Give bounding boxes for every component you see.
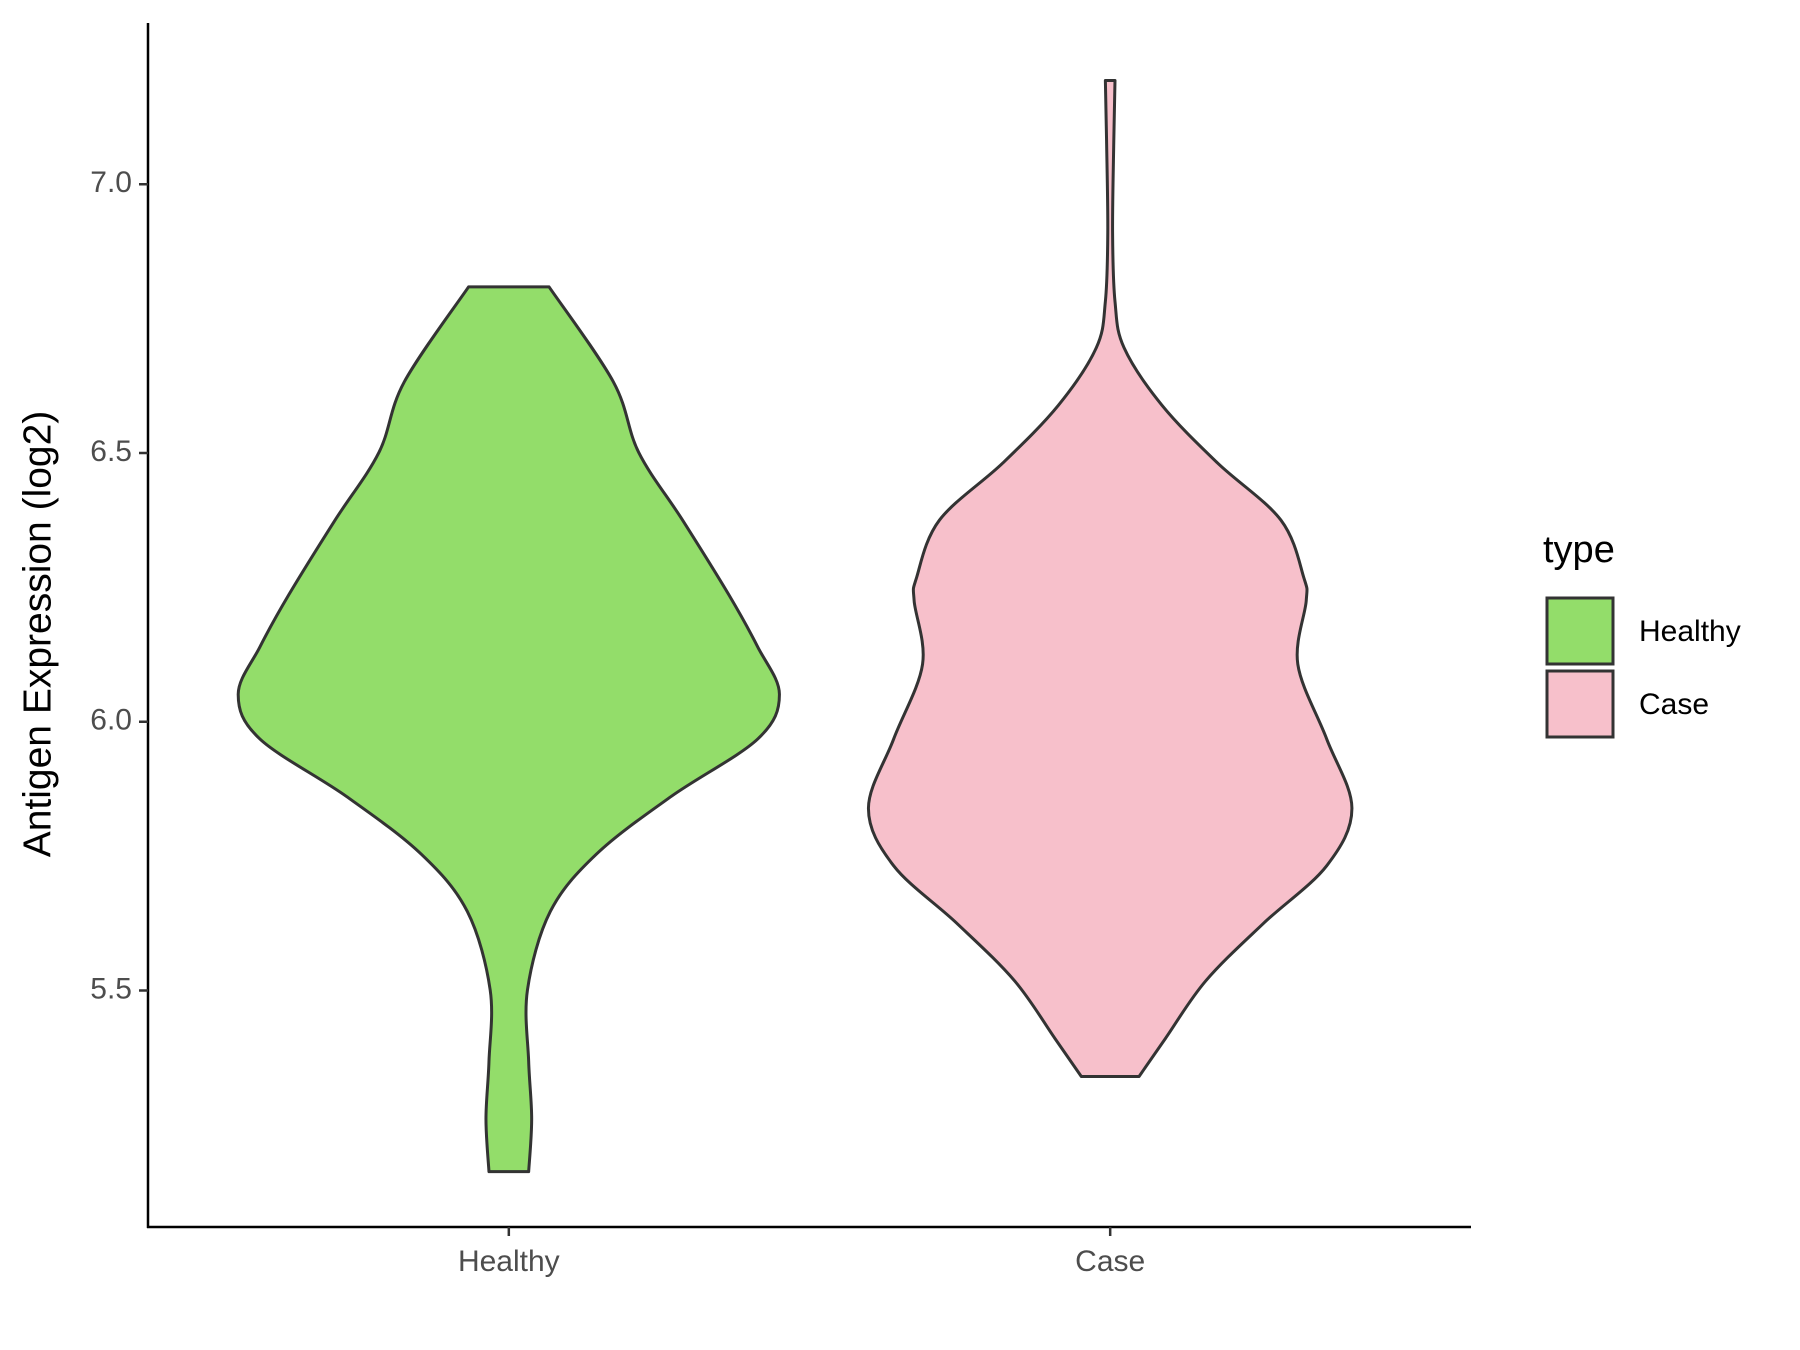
y-tick-label: 5.5: [90, 972, 132, 1005]
violin: [236, 285, 781, 1174]
y-axis-title: Antigen Expression (log2): [16, 411, 59, 858]
legend-key: [1545, 596, 1615, 666]
legend-key: [1545, 669, 1615, 739]
violin: [866, 79, 1354, 1078]
legend-title: type: [1543, 529, 1615, 571]
y-tick-label: 6.0: [90, 704, 132, 737]
x-tick-label: Healthy: [458, 1245, 560, 1278]
y-tick-label: 7.0: [90, 166, 132, 199]
legend-label: Case: [1639, 688, 1709, 721]
legend-label: Healthy: [1639, 615, 1741, 648]
x-tick-label: Case: [1075, 1245, 1145, 1278]
y-tick-label: 6.5: [90, 435, 132, 468]
